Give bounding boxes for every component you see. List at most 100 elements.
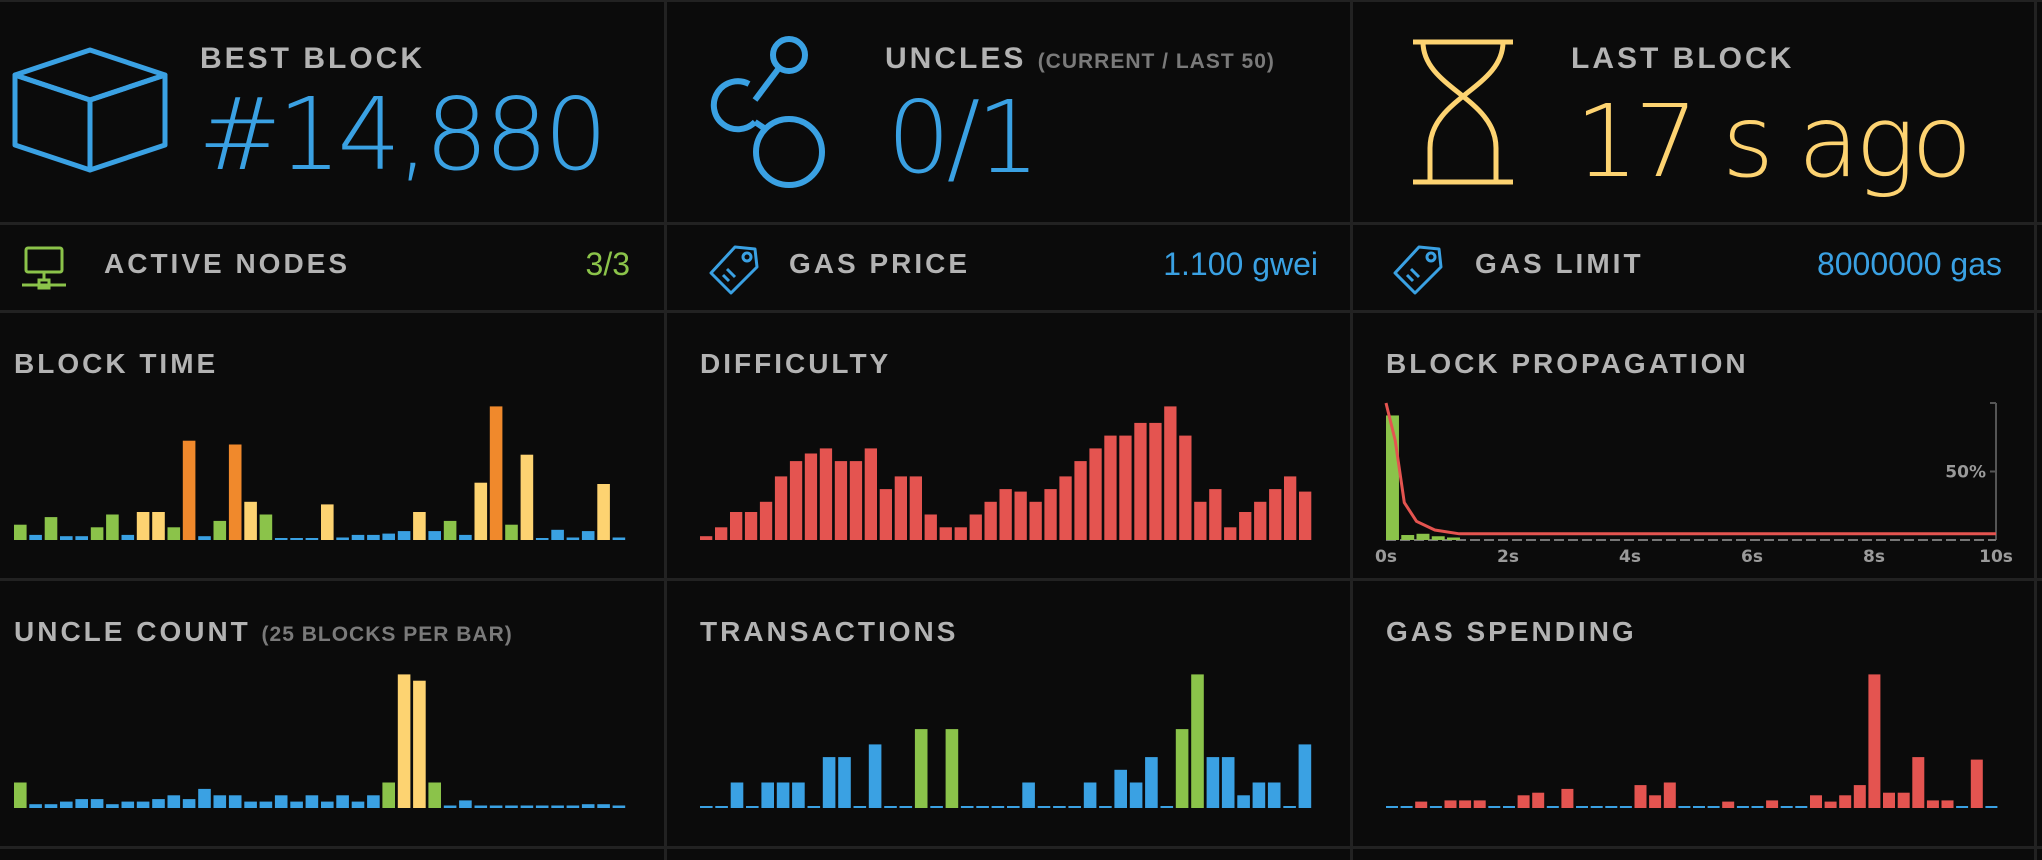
chart-bar[interactable] <box>1416 533 1430 540</box>
chart-bar[interactable] <box>1164 406 1177 540</box>
chart-bar[interactable] <box>535 805 549 809</box>
chart-bar[interactable] <box>1912 757 1925 808</box>
chart-bar[interactable] <box>1736 806 1749 808</box>
chart-bar[interactable] <box>822 757 836 808</box>
chart-bar[interactable] <box>397 674 411 808</box>
chart-bar[interactable] <box>305 795 319 808</box>
chart-bar[interactable] <box>505 805 518 809</box>
chart-bar[interactable] <box>991 806 1005 808</box>
chart-bar[interactable] <box>1145 757 1158 808</box>
chart-bar[interactable] <box>597 484 610 540</box>
chart-bar[interactable] <box>121 801 135 808</box>
chart-bar[interactable] <box>489 805 503 809</box>
chart-bar[interactable] <box>1429 806 1442 808</box>
chart-bar[interactable] <box>290 538 303 540</box>
chart-bar[interactable] <box>1029 501 1042 540</box>
chart-bar[interactable] <box>700 536 713 540</box>
chart-bar[interactable] <box>1224 527 1237 540</box>
chart-bar[interactable] <box>44 517 58 540</box>
chart-bar[interactable] <box>1221 757 1235 808</box>
chart-bar[interactable] <box>1926 800 1939 808</box>
chart-bar[interactable] <box>106 514 119 541</box>
chart-bar[interactable] <box>1134 422 1147 540</box>
chart-bar[interactable] <box>1634 785 1647 808</box>
chart-bar[interactable] <box>367 534 380 540</box>
chart-bar[interactable] <box>1299 491 1312 540</box>
chart-bar[interactable] <box>759 501 773 540</box>
chart-bar[interactable] <box>899 806 913 808</box>
chart-bar[interactable] <box>1883 792 1895 808</box>
chart-bar[interactable] <box>1386 806 1398 808</box>
chart-bar[interactable] <box>834 461 848 540</box>
chart-bar[interactable] <box>1447 537 1460 540</box>
chart-bar[interactable] <box>566 805 580 809</box>
chart-bar[interactable] <box>612 805 626 809</box>
chart-bar[interactable] <box>60 536 73 540</box>
chart-bar[interactable] <box>14 782 27 809</box>
chart-bar[interactable] <box>413 680 426 808</box>
chart-bar[interactable] <box>1022 782 1035 809</box>
chart-bar[interactable] <box>700 806 713 808</box>
chart-bar[interactable] <box>746 806 759 808</box>
chart-bar[interactable] <box>1298 744 1312 808</box>
chart-bar[interactable] <box>954 527 967 540</box>
chart-bar[interactable] <box>459 534 472 540</box>
chart-bar[interactable] <box>1209 489 1222 540</box>
chart-bar[interactable] <box>274 538 288 540</box>
chart-bar[interactable] <box>1400 806 1413 808</box>
chart-bar[interactable] <box>443 520 457 540</box>
chart-bar[interactable] <box>1824 801 1837 808</box>
chart-bar[interactable] <box>228 795 242 808</box>
chart-bar[interactable] <box>1605 806 1618 808</box>
chart-bar[interactable] <box>1766 800 1779 808</box>
chart-bar[interactable] <box>761 782 774 809</box>
chart-bar[interactable] <box>321 504 334 540</box>
chart-bar[interactable] <box>1795 806 1808 808</box>
chart-bar[interactable] <box>612 537 626 541</box>
chart-bar[interactable] <box>305 538 319 540</box>
chart-bar[interactable] <box>1283 806 1296 808</box>
chart-bar[interactable] <box>1941 800 1954 808</box>
chart-bar[interactable] <box>244 801 257 808</box>
chart-bar[interactable] <box>792 782 805 809</box>
chart-bar[interactable] <box>1119 435 1132 540</box>
chart-bar[interactable] <box>428 782 441 809</box>
chart-bar[interactable] <box>367 795 380 808</box>
chart-bar[interactable] <box>75 536 88 540</box>
chart-bar[interactable] <box>321 801 334 808</box>
chart-bar[interactable] <box>182 440 196 540</box>
chart-bar[interactable] <box>182 799 196 808</box>
chart-bar[interactable] <box>489 406 503 540</box>
chart-bar[interactable] <box>459 800 472 808</box>
chart-bar[interactable] <box>1179 435 1192 540</box>
chart-bar[interactable] <box>868 744 882 808</box>
chart-bar[interactable] <box>1175 729 1189 808</box>
chart-bar[interactable] <box>730 512 743 540</box>
chart-bar[interactable] <box>819 448 833 540</box>
chart-bar[interactable] <box>1191 674 1204 808</box>
chart-bar[interactable] <box>1237 795 1250 808</box>
chart-bar[interactable] <box>44 804 58 808</box>
chart-bar[interactable] <box>336 795 349 808</box>
chart-bar[interactable] <box>274 795 288 808</box>
chart-bar[interactable] <box>551 529 564 540</box>
chart-bar[interactable] <box>259 514 273 541</box>
chart-bar[interactable] <box>1239 512 1252 540</box>
chart-bar[interactable] <box>1722 801 1735 808</box>
chart-bar[interactable] <box>1619 806 1632 808</box>
chart-bar[interactable] <box>566 537 580 541</box>
chart-bar[interactable] <box>730 782 744 809</box>
chart-bar[interactable] <box>1267 782 1281 809</box>
chart-bar[interactable] <box>960 806 974 808</box>
chart-bar[interactable] <box>259 801 273 808</box>
chart-bar[interactable] <box>1517 795 1530 808</box>
chart-bar[interactable] <box>90 799 104 808</box>
chart-bar[interactable] <box>853 806 867 808</box>
chart-bar[interactable] <box>715 527 728 540</box>
chart-bar[interactable] <box>551 805 564 809</box>
chart-bar[interactable] <box>945 729 959 808</box>
chart-bar[interactable] <box>976 806 989 808</box>
chart-bar[interactable] <box>744 512 758 540</box>
chart-bar[interactable] <box>198 536 211 540</box>
chart-bar[interactable] <box>1780 806 1793 808</box>
